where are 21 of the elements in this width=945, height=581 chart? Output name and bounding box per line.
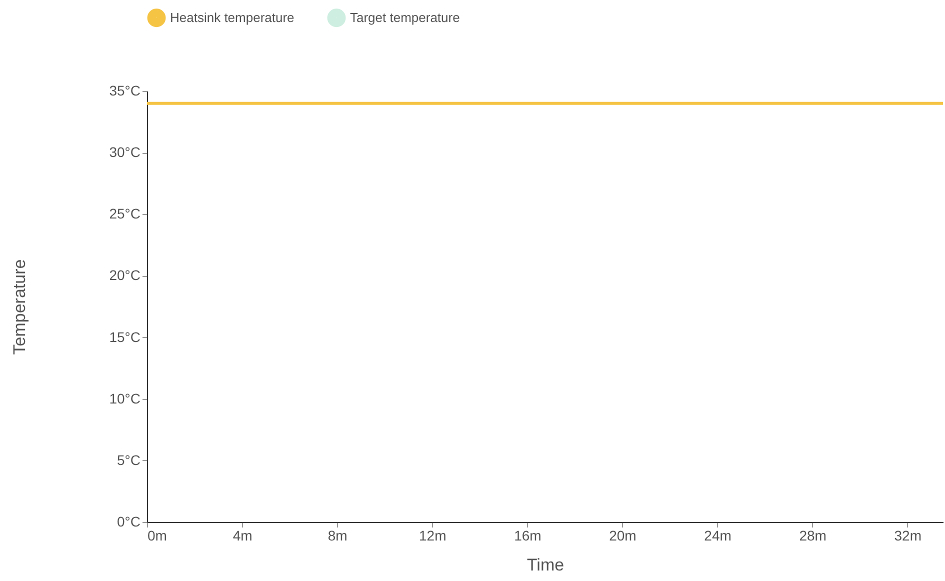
x-tick-label: 12m xyxy=(419,528,446,544)
x-tick-label: 4m xyxy=(232,528,252,544)
y-tick-label: 30°C xyxy=(109,144,140,160)
legend-label: Target temperature xyxy=(350,10,460,25)
y-tick-label: 0°C xyxy=(117,514,140,530)
y-tick-label: 15°C xyxy=(109,328,140,345)
x-axis-title: Time xyxy=(526,556,564,574)
y-tick-label: 35°C xyxy=(109,82,140,98)
x-tick-label: 32m xyxy=(894,528,922,544)
x-tick-label: 8m xyxy=(328,528,348,544)
y-tick-label: 25°C xyxy=(109,206,140,222)
x-tick-label: 24m xyxy=(704,528,732,544)
y-tick-label: 5°C xyxy=(117,452,140,468)
x-tick-label: 20m xyxy=(609,528,636,544)
x-tick-label: 16m xyxy=(514,528,542,544)
legend-label: Heatsink temperature xyxy=(170,10,294,25)
x-tick-label: 0m xyxy=(148,528,167,544)
y-tick-label: 10°C xyxy=(109,390,140,406)
x-tick-label: 28m xyxy=(799,528,826,544)
y-axis-title: Temperature xyxy=(10,259,30,355)
y-tick-label: 20°C xyxy=(109,267,140,284)
